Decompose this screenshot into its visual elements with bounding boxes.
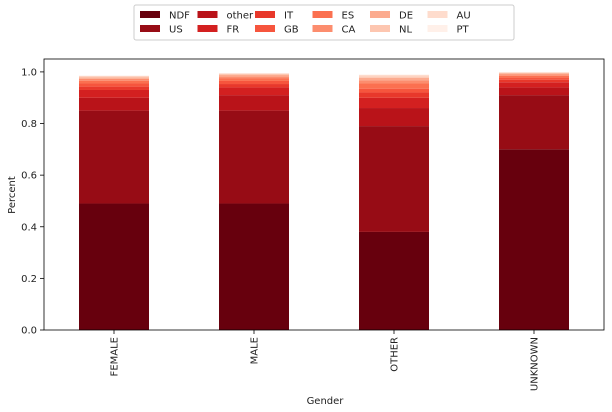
legend-swatch-it [255, 11, 275, 18]
bar-segment-male-fr [219, 87, 289, 96]
bar-segment-other-ca [359, 80, 429, 84]
plot-frame [43, 58, 605, 331]
bar-segment-other-gb [359, 88, 429, 93]
bar-segment-female-de [79, 77, 149, 79]
bar-segment-female-other [79, 97, 149, 111]
bar-segment-unknown-de [499, 73, 569, 75]
bar-segment-male-other [219, 95, 289, 111]
bar-segment-unknown-other [499, 87, 569, 96]
legend-label-ndf: NDF [169, 11, 190, 22]
legend-box [133, 4, 515, 41]
legend-label-us: US [169, 25, 183, 36]
bar-segment-female-ca [79, 78, 149, 81]
legend-swatch-es [312, 11, 333, 18]
bar-segment-unknown-it [499, 79, 569, 83]
bar-segment-unknown-gb [499, 77, 569, 80]
x-tick-label: OTHER [390, 337, 401, 372]
bar-segment-female-es [79, 80, 149, 84]
bar-segment-other-us [359, 126, 429, 232]
x-axis-label: Gender [307, 396, 345, 407]
legend-swatch-fr [197, 25, 218, 32]
bar-segment-other-es [359, 83, 429, 89]
legend-swatch-au [427, 11, 448, 18]
bar-segment-unknown-ca [499, 74, 569, 76]
bar-segment-unknown-ndf [499, 149, 569, 330]
y-tick-label: 1.0 [21, 67, 37, 78]
bar-segment-female-ndf [79, 203, 149, 330]
bar-segment-male-es [219, 78, 289, 81]
legend-label-gb: GB [284, 25, 299, 36]
bar-segment-unknown-es [499, 75, 569, 78]
bar-segment-female-nl [79, 76, 149, 78]
legend: NDF US other FR IT GB ES CA DE NL AU PT [133, 4, 515, 41]
bar-segment-other-it [359, 92, 429, 98]
legend-swatch-gb [255, 25, 275, 32]
legend-swatch-us [140, 25, 160, 32]
bar-segment-other-de [359, 77, 429, 81]
bar-segment-male-us [219, 110, 289, 204]
bar-segment-male-ca [219, 76, 289, 79]
bar-segment-unknown-fr [499, 82, 569, 88]
legend-label-pt: PT [457, 25, 470, 36]
legend-swatch-ndf [140, 11, 160, 18]
bar-segment-male-au [219, 73, 289, 74]
x-tick-label: UNKNOWN [530, 337, 541, 391]
bar-segment-female-fr [79, 89, 149, 98]
bar-segment-other-other [359, 108, 429, 127]
legend-swatch-de [370, 11, 390, 18]
legend-label-it: IT [284, 11, 294, 22]
bar-segment-other-pt [359, 74, 429, 76]
bar-segment-other-au [359, 75, 429, 77]
y-tick-label: 0.4 [21, 222, 37, 233]
y-tick-label: 0.0 [21, 326, 37, 337]
y-axis-label: Percent [7, 176, 18, 214]
bar-segment-unknown-au [499, 72, 569, 73]
bar-segment-female-it [79, 86, 149, 90]
bar-segment-other-nl [359, 76, 429, 78]
bars [79, 71, 569, 330]
legend-label-nl: NL [399, 25, 412, 36]
bar-segment-unknown-us [499, 95, 569, 150]
legend-label-de: DE [399, 11, 413, 22]
bar-segment-female-au [79, 75, 149, 77]
bar-segment-male-nl [219, 73, 289, 75]
legend-swatch-nl [370, 25, 390, 32]
legend-swatch-pt [427, 25, 448, 32]
bar-segment-female-us [79, 110, 149, 204]
legend-label-fr: FR [227, 25, 240, 36]
y-tick-label: 0.6 [21, 171, 37, 182]
x-tick-label: MALE [250, 337, 261, 364]
y-tick-label: 0.2 [21, 274, 37, 285]
bar-segment-male-de [219, 75, 289, 77]
bar-segment-unknown-nl [499, 72, 569, 74]
bar-segment-male-it [219, 84, 289, 88]
legend-swatch-ca [312, 25, 333, 32]
legend-swatch-other [197, 11, 218, 18]
bar-segment-male-gb [219, 80, 289, 85]
bar-segment-female-gb [79, 83, 149, 87]
bar-segment-male-ndf [219, 203, 289, 330]
legend-label-other: other [227, 11, 255, 22]
y-tick-label: 0.8 [21, 119, 37, 130]
legend-label-es: ES [342, 11, 355, 22]
bar-segment-other-ndf [359, 231, 429, 330]
axes: 0.0 0.2 0.4 0.6 0.8 1.0 FEMALE MALE OTHER UNKNOWN [21, 58, 605, 391]
legend-label-ca: CA [342, 25, 356, 36]
legend-label-au: AU [457, 11, 471, 22]
x-tick-label: FEMALE [110, 337, 121, 376]
bar-segment-other-fr [359, 97, 429, 109]
